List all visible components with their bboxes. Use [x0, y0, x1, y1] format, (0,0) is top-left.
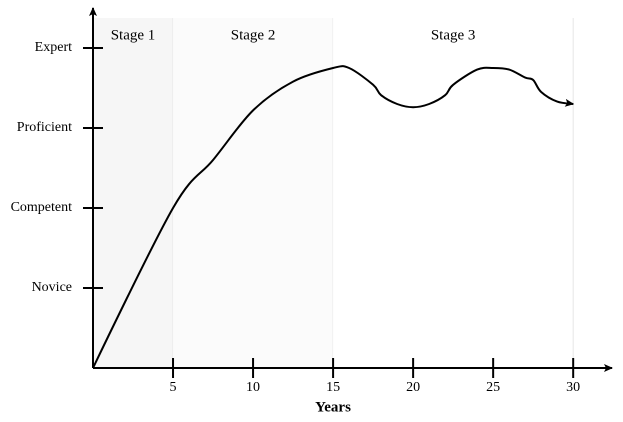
stage-label: Stage 3	[431, 27, 476, 43]
y-tick-label: Expert	[35, 40, 72, 55]
background	[93, 18, 574, 368]
x-tick-label: 25	[486, 380, 500, 395]
y-tick-label: Novice	[32, 280, 72, 295]
stage-label: Stage 2	[231, 27, 276, 43]
x-tick-label: 30	[566, 380, 580, 395]
stage-label: Stage 1	[111, 27, 156, 43]
x-tick-label: 20	[406, 380, 420, 395]
stage-band	[93, 18, 174, 368]
x-tick-label: 15	[326, 380, 340, 395]
stage-band	[173, 18, 334, 368]
x-axis-label: Years	[315, 399, 351, 415]
y-tick-label: Proficient	[17, 120, 72, 135]
x-tick-label: 10	[246, 380, 260, 395]
x-tick-label: 5	[170, 380, 177, 395]
stage-band	[333, 18, 574, 368]
skill-curve	[92, 65, 575, 369]
y-tick-label: Competent	[11, 200, 73, 215]
